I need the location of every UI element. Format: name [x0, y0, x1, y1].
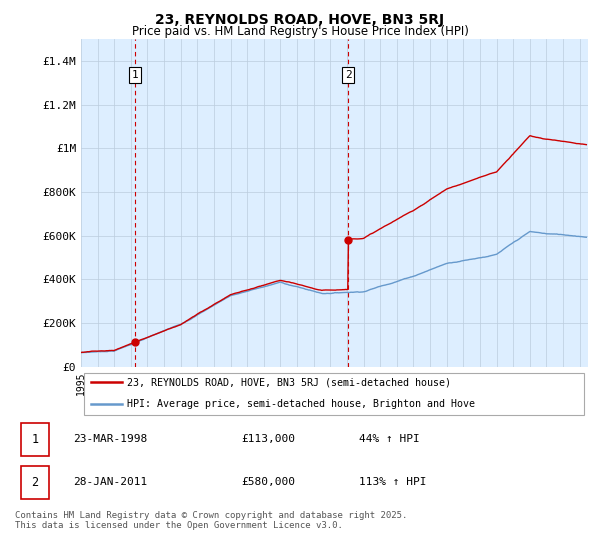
Text: 2: 2: [31, 476, 38, 489]
Text: Price paid vs. HM Land Registry's House Price Index (HPI): Price paid vs. HM Land Registry's House …: [131, 25, 469, 38]
FancyBboxPatch shape: [83, 373, 584, 416]
Text: HPI: Average price, semi-detached house, Brighton and Hove: HPI: Average price, semi-detached house,…: [127, 399, 475, 409]
Text: 44% ↑ HPI: 44% ↑ HPI: [359, 434, 419, 444]
Text: £580,000: £580,000: [241, 478, 295, 488]
Text: 2: 2: [345, 70, 352, 80]
Text: 1: 1: [131, 70, 138, 80]
Text: 23, REYNOLDS ROAD, HOVE, BN3 5RJ (semi-detached house): 23, REYNOLDS ROAD, HOVE, BN3 5RJ (semi-d…: [127, 377, 451, 388]
Text: 28-JAN-2011: 28-JAN-2011: [74, 478, 148, 488]
Text: 113% ↑ HPI: 113% ↑ HPI: [359, 478, 426, 488]
Text: 23, REYNOLDS ROAD, HOVE, BN3 5RJ: 23, REYNOLDS ROAD, HOVE, BN3 5RJ: [155, 13, 445, 27]
FancyBboxPatch shape: [21, 423, 49, 456]
Text: Contains HM Land Registry data © Crown copyright and database right 2025.
This d: Contains HM Land Registry data © Crown c…: [15, 511, 407, 530]
Text: 23-MAR-1998: 23-MAR-1998: [74, 434, 148, 444]
Text: 1: 1: [31, 432, 38, 446]
FancyBboxPatch shape: [21, 466, 49, 499]
Text: £113,000: £113,000: [241, 434, 295, 444]
